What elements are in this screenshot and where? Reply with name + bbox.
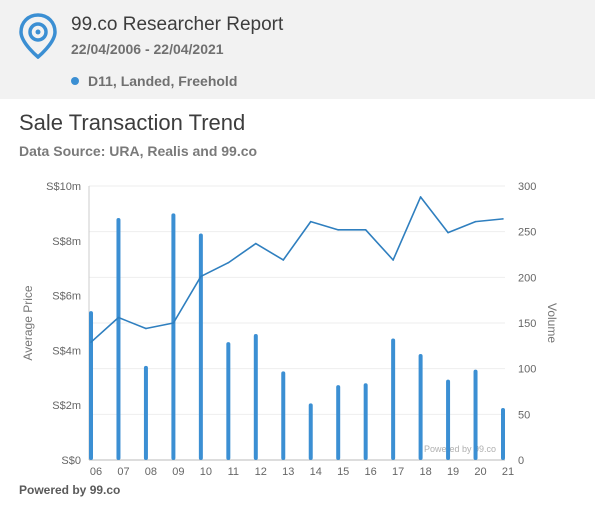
chart-watermark: Powered by 99.co [424, 444, 496, 454]
x-tick-label: 11 [228, 466, 239, 478]
x-tick-label: 19 [447, 466, 459, 478]
y-tick-label: S$10m [46, 181, 81, 193]
map-pin-icon [19, 13, 57, 59]
x-tick-label: 14 [310, 466, 322, 478]
filter-label: D11, Landed, Freehold [88, 73, 238, 89]
x-tick-label: 10 [200, 466, 212, 478]
average-price-point [282, 259, 285, 261]
x-tick-label: 16 [365, 466, 377, 478]
y-axis-title: Average Price [21, 285, 35, 360]
y2-tick-label: 150 [518, 318, 536, 330]
average-price-point [419, 196, 422, 198]
average-price-point [145, 327, 147, 330]
x-tick-label: 12 [255, 466, 267, 478]
average-price-point [474, 220, 477, 223]
volume-bar [418, 354, 423, 460]
x-tick-label: 13 [282, 466, 294, 478]
average-price-point [172, 322, 175, 324]
y2-tick-label: 300 [518, 181, 536, 193]
volume-bar [171, 213, 176, 460]
report-header: 99.co Researcher Report 22/04/2006 - 22/… [0, 0, 595, 99]
x-tick-label: 17 [392, 466, 404, 478]
volume-bar [336, 385, 341, 460]
x-tick-label: 18 [419, 466, 431, 478]
volume-bar [391, 338, 396, 460]
average-price-line [90, 196, 504, 343]
y-tick-label: S$4m [52, 345, 81, 357]
volume-bar [281, 371, 286, 460]
y2-axis-title: Volume [545, 303, 559, 343]
volume-bar [473, 369, 478, 460]
x-tick-label: 20 [474, 466, 486, 478]
report-title: 99.co Researcher Report [71, 14, 284, 35]
average-price-point [200, 275, 202, 278]
y-tick-label: S$8m [52, 236, 81, 248]
x-tick-label: 06 [90, 466, 102, 478]
volume-bar [501, 407, 505, 460]
volume-bar [198, 233, 203, 460]
y2-tick-label: 200 [518, 272, 536, 284]
y-tick-label: S$0 [61, 455, 81, 467]
sale-trend-chart: S$0 S$2m S$4m S$6m S$8m S$10m 0 50 100 150 200 250 3… [21, 181, 559, 478]
filter-dot-icon [71, 77, 79, 85]
average-price-point [364, 229, 367, 231]
average-price-point [392, 259, 394, 261]
section-title: Sale Transaction Trend [19, 110, 246, 135]
y-tick-label: S$6m [52, 291, 81, 303]
volume-bar [143, 365, 148, 460]
average-price-point [227, 261, 230, 264]
average-price-point [255, 242, 257, 245]
volume-bar [226, 342, 231, 460]
y-tick-label: S$2m [52, 400, 81, 412]
y2-tick-label: 50 [518, 409, 530, 421]
volume-bar [253, 333, 258, 460]
x-tick-label: 09 [172, 466, 184, 478]
average-price-point [337, 229, 340, 231]
x-tick-label: 21 [502, 466, 514, 478]
x-tick-label: 08 [145, 466, 157, 478]
average-price-point [502, 218, 504, 220]
y2-tick-label: 250 [518, 227, 536, 239]
volume-bar [308, 403, 313, 460]
x-tick-label: 15 [337, 466, 349, 478]
data-source-label: Data Source: URA, Realis and 99.co [19, 143, 258, 159]
average-price-point [447, 231, 449, 234]
volume-bar [89, 311, 93, 460]
report-date-range: 22/04/2006 - 22/04/2021 [71, 41, 224, 57]
average-price-point [90, 341, 92, 343]
volume-bar [116, 217, 121, 460]
chart-container: S$0 S$2m S$4m S$6m S$8m S$10m 0 50 100 150 200 250 3… [0, 170, 595, 482]
footer-powered-by: Powered by 99.co [19, 483, 121, 497]
y2-tick-label: 100 [518, 364, 536, 376]
volume-bar [446, 379, 451, 460]
average-price-point [117, 316, 120, 319]
x-tick-label: 07 [117, 466, 129, 478]
volume-bar [363, 383, 368, 460]
y2-tick-label: 0 [518, 455, 524, 467]
average-price-point [309, 220, 312, 223]
